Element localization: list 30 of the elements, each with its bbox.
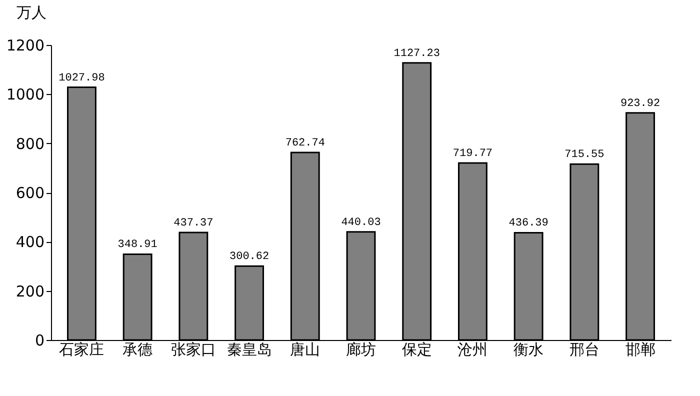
y-tick-label: 200 xyxy=(16,282,44,300)
data-label: 715.55 xyxy=(564,149,604,162)
y-axis-title: 万人 xyxy=(16,4,46,22)
x-tick-label: 承德 xyxy=(122,340,153,358)
y-tick-label: 0 xyxy=(34,332,44,350)
y-tick-label: 600 xyxy=(16,184,44,202)
x-tick-label: 邢台 xyxy=(569,340,600,358)
data-label: 348.91 xyxy=(118,239,158,252)
data-label: 762.74 xyxy=(285,137,326,150)
y-tick-label: 400 xyxy=(16,233,44,252)
x-tick-label: 廊坊 xyxy=(346,340,376,358)
data-label: 719.77 xyxy=(452,148,493,160)
data-label: 440.03 xyxy=(341,216,381,229)
y-tick-label: 1200 xyxy=(6,36,44,54)
x-tick-label: 唐山 xyxy=(290,340,320,358)
data-label: 1127.23 xyxy=(394,48,440,60)
x-tick-label: 沧州 xyxy=(458,340,488,358)
x-tick-label: 秦皇岛 xyxy=(226,340,272,358)
x-tick-label: 衡水 xyxy=(514,340,544,358)
x-tick-label: 张家口 xyxy=(170,340,216,358)
y-tick-label: 1000 xyxy=(6,86,44,104)
data-label: 437.37 xyxy=(174,217,214,230)
y-tick-label: 800 xyxy=(16,134,44,153)
data-label: 300.62 xyxy=(229,251,270,264)
data-label: 923.92 xyxy=(620,98,660,110)
data-label: 436.39 xyxy=(508,218,548,230)
x-tick-label: 邯郸 xyxy=(625,340,656,358)
x-tick-label: 石家庄 xyxy=(59,340,104,358)
data-label: 1027.98 xyxy=(58,72,105,84)
x-tick-label: 保定 xyxy=(402,340,432,358)
